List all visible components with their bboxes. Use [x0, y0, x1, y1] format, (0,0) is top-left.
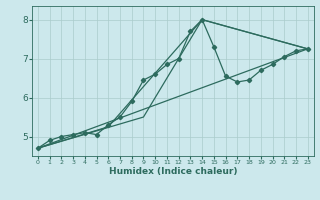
X-axis label: Humidex (Indice chaleur): Humidex (Indice chaleur)	[108, 167, 237, 176]
